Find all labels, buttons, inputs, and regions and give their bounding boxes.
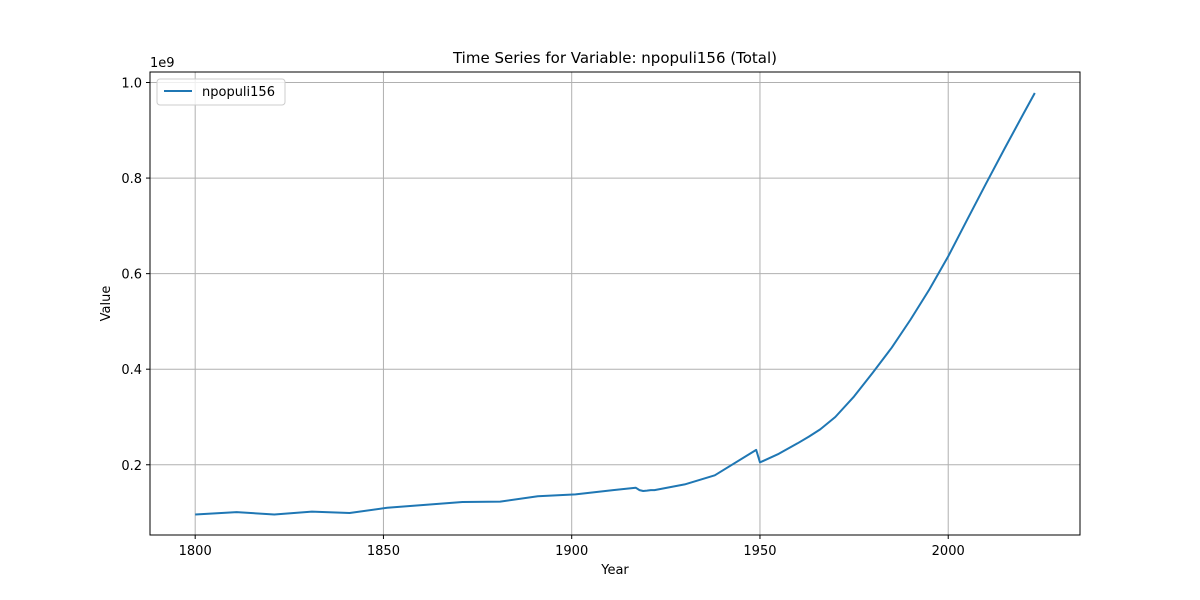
- legend-box: [156, 78, 286, 106]
- y-tick-label: 0.4: [121, 363, 142, 378]
- y-tick-label: 1.0: [121, 77, 142, 92]
- y-tick-label: 0.2: [121, 459, 142, 474]
- y-axis-ticks: 0.2 0.4 0.6 0.8 1.0: [121, 77, 150, 474]
- legend: npopuli156: [156, 78, 286, 106]
- y-tick-label: 0.8: [121, 172, 142, 187]
- x-tick-label: 2000: [932, 544, 965, 559]
- grid-lines: [150, 72, 1080, 535]
- series-line-npopuli156: [195, 92, 1036, 516]
- x-tick-label: 1850: [367, 544, 400, 559]
- y-axis-label: Value: [99, 286, 114, 322]
- y-tick-label: 0.6: [121, 268, 142, 283]
- y-axis-offset-label: 1e9: [150, 56, 175, 71]
- x-tick-label: 1900: [555, 544, 588, 559]
- x-tick-label: 1800: [179, 544, 212, 559]
- series-layer: [195, 92, 1036, 516]
- x-axis-ticks: 1800 1850 1900 1950 2000: [179, 535, 965, 559]
- x-axis-label: Year: [600, 563, 629, 578]
- legend-label: npopuli156: [202, 85, 275, 100]
- x-tick-label: 1950: [743, 544, 776, 559]
- chart-title: Time Series for Variable: npopuli156 (To…: [452, 49, 777, 67]
- plot-frame: [149, 71, 1081, 536]
